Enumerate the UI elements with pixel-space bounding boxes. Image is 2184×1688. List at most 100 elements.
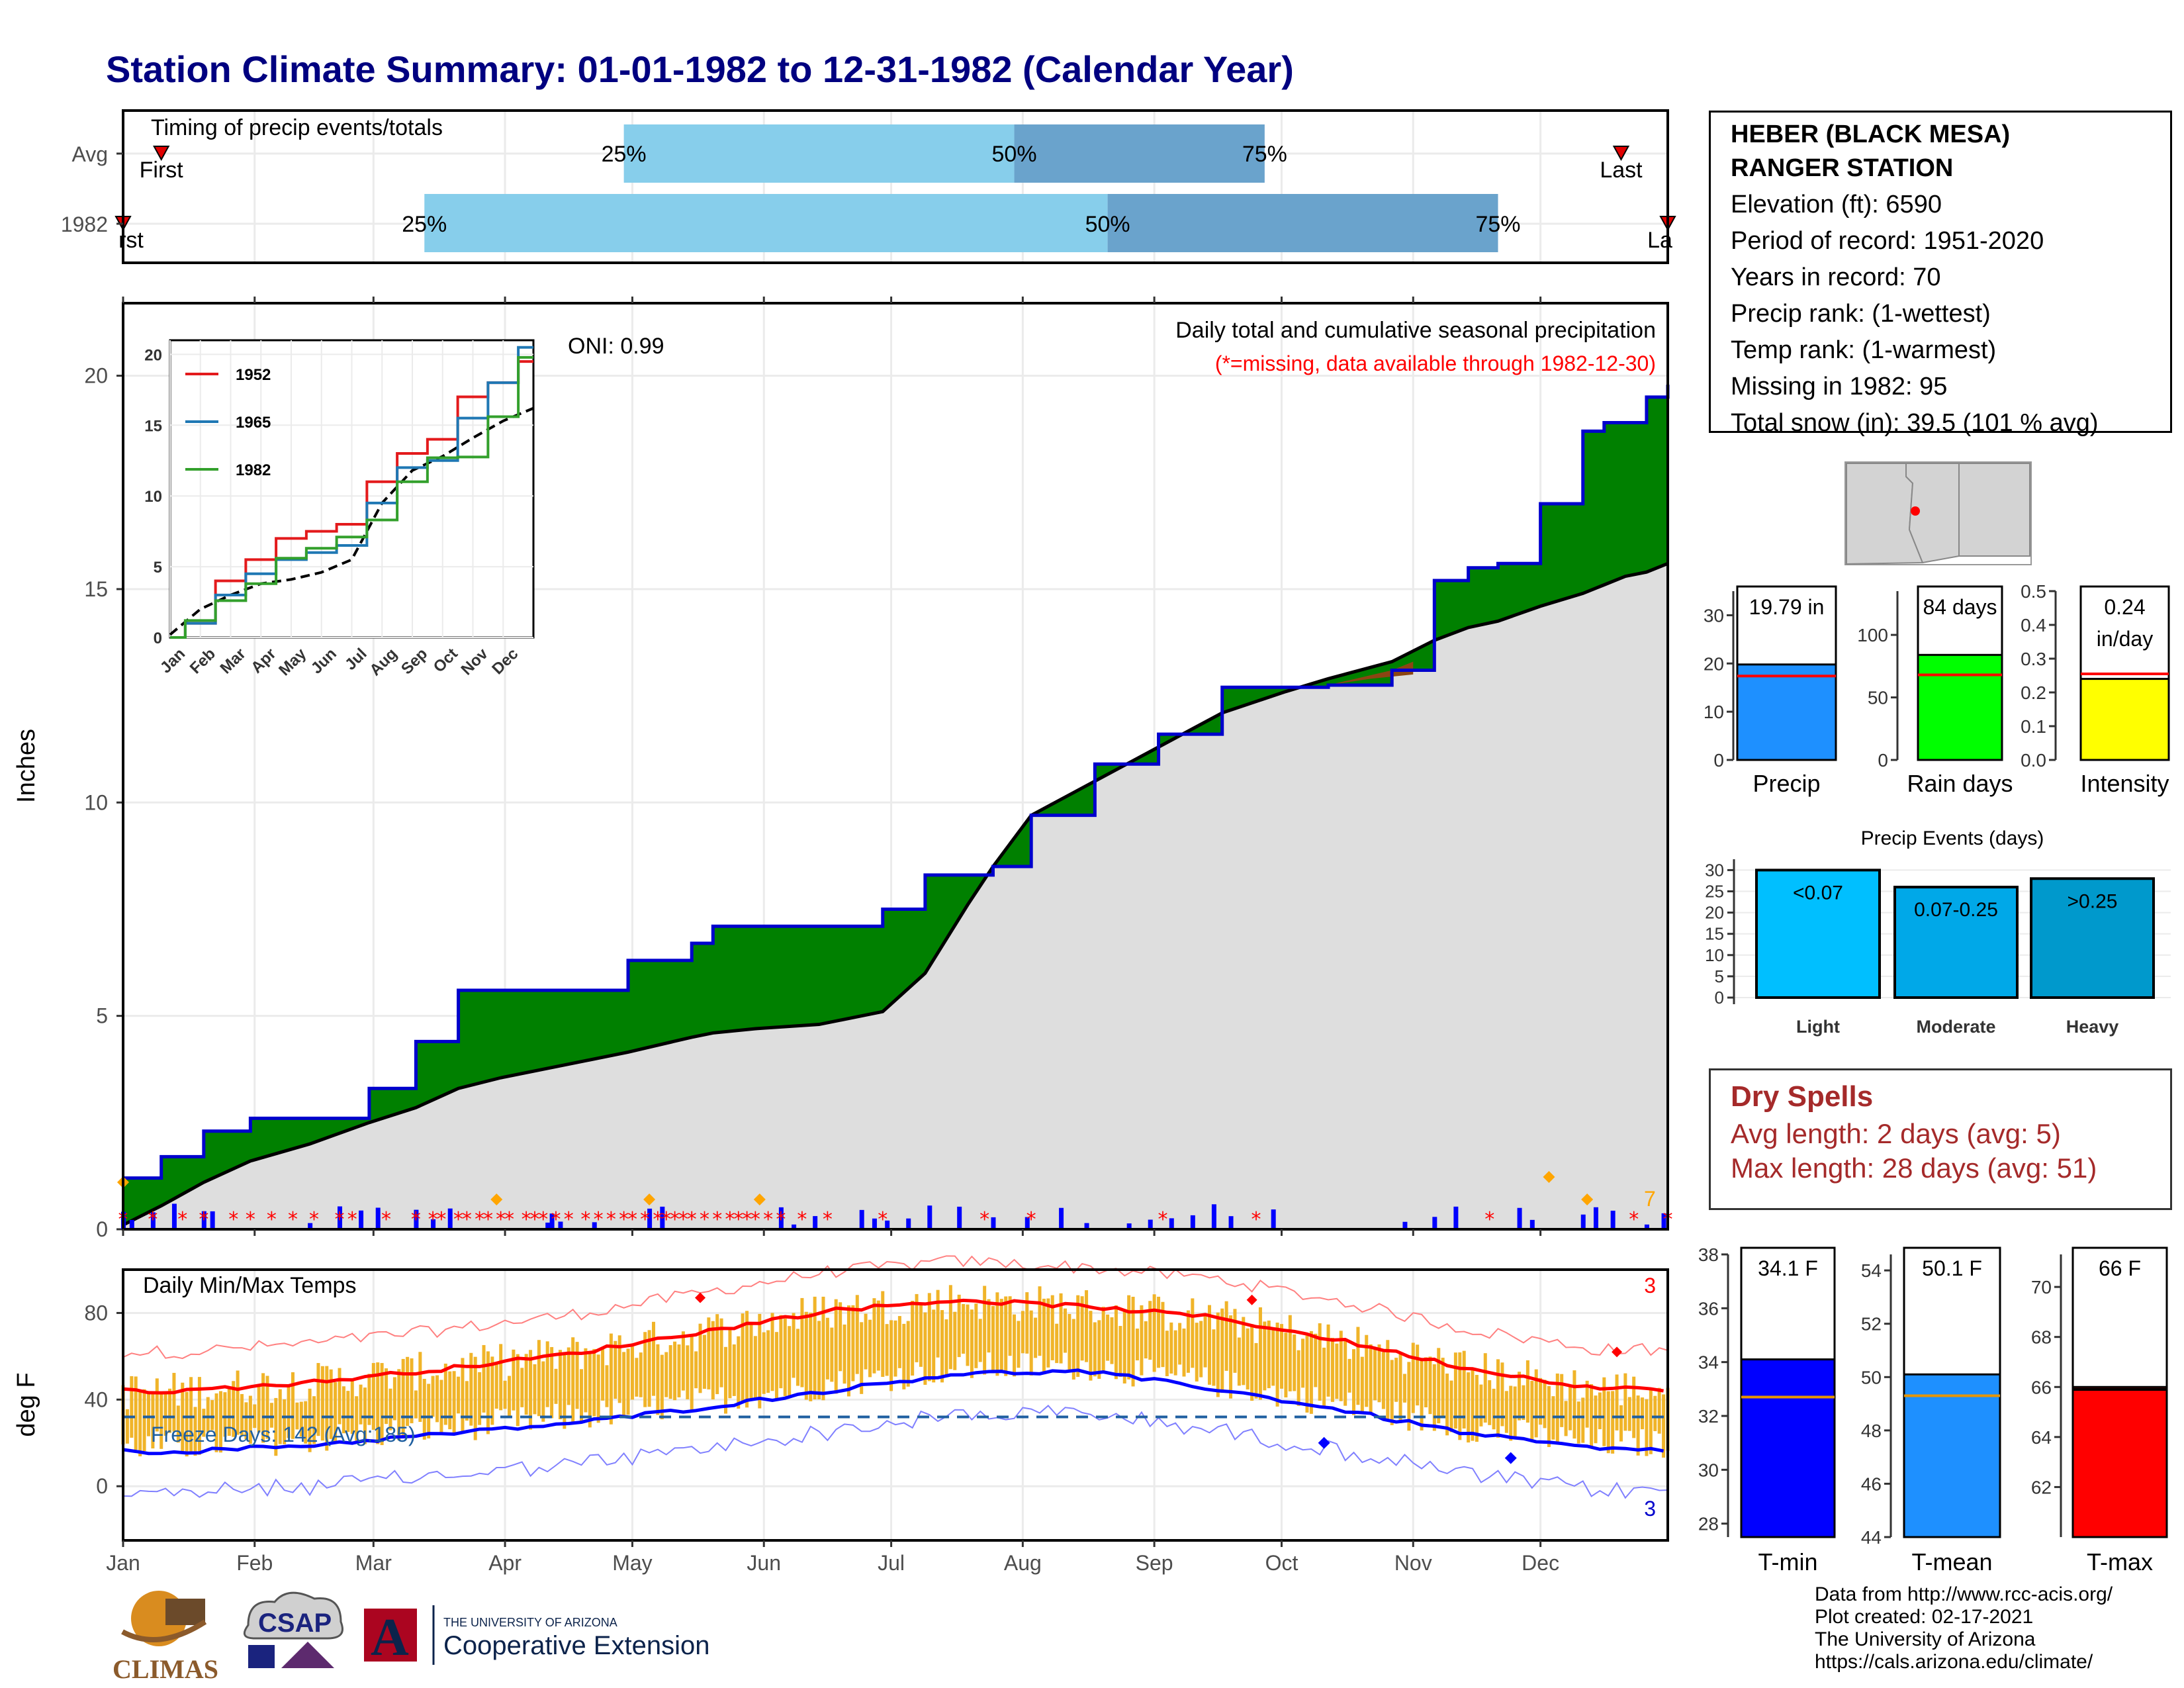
daily-temp-bar [1271, 1329, 1275, 1386]
daily-temp-bar [957, 1294, 961, 1358]
daily-temp-bar [851, 1305, 855, 1382]
daily-precip-bar [414, 1209, 419, 1229]
daily-temp-bar [1585, 1380, 1589, 1428]
missing-day-marker: * [627, 1208, 637, 1231]
daily-precip-bar [885, 1220, 890, 1229]
daily-precip-bar [1211, 1204, 1216, 1229]
events-tick-label: 15 [1705, 924, 1724, 944]
daily-temp-bar [469, 1352, 473, 1426]
missing-day-marker: * [580, 1208, 590, 1231]
events-tick-label: 5 [1715, 966, 1724, 986]
daily-temp-bar [287, 1385, 291, 1438]
tmean-bar [1903, 1373, 2001, 1538]
tmin-x-label: T-min [1758, 1548, 1818, 1575]
missing-day-marker: * [309, 1208, 319, 1231]
daily-temp-bar [1122, 1309, 1126, 1383]
daily-temp-bar [868, 1319, 872, 1378]
month-label: Jun [747, 1551, 781, 1575]
avg-cumulative-area [123, 563, 1668, 1229]
tmean-tick-label: 54 [1861, 1260, 1882, 1281]
daily-temp-bar [1063, 1308, 1067, 1353]
tmean-tick-label: 52 [1861, 1314, 1882, 1335]
missing-day-marker: * [1158, 1208, 1167, 1231]
daily-temp-bar [622, 1352, 626, 1416]
daily-temp-bar [656, 1344, 660, 1415]
missing-day-marker: * [712, 1208, 722, 1231]
daily-temp-bar [601, 1347, 605, 1401]
daily-temp-bar [978, 1319, 982, 1362]
daily-temp-bar [962, 1303, 966, 1354]
missing-day-marker: * [529, 1208, 539, 1231]
timing-1982-75-label: 75% [1475, 212, 1520, 237]
state-map [1844, 461, 2032, 565]
daily-temp-bar [367, 1374, 371, 1425]
daily-temp-bar [1428, 1356, 1432, 1415]
daily-temp-bar [278, 1389, 282, 1444]
missing-day-marker: * [475, 1208, 484, 1231]
missing-day-marker: * [335, 1208, 345, 1231]
daily-temp-bar [1645, 1399, 1649, 1456]
daily-temp-bar [503, 1380, 507, 1409]
station-period: Period of record: 1951-2020 [1731, 227, 2044, 255]
daily-temp-bar [550, 1346, 554, 1419]
daily-temp-bar [1326, 1324, 1330, 1397]
inset-y-tick-label: 20 [144, 346, 162, 364]
daily-temp-bar [1161, 1301, 1165, 1368]
missing-day-marker: * [522, 1208, 531, 1231]
heavy-event-marker [490, 1194, 503, 1205]
precip-frame [122, 302, 1669, 1231]
footer-source: Data from http://www.rcc-acis.org/ [1815, 1583, 2113, 1605]
missing-day-marker: * [199, 1208, 208, 1231]
daily-precip-bar [1610, 1210, 1615, 1229]
daily-temp-bar [834, 1299, 838, 1394]
daily-temp-bar [1360, 1356, 1364, 1412]
daily-temp-bar [304, 1401, 308, 1444]
daily-temp-bar [1343, 1339, 1347, 1406]
daily-temp-bar [927, 1293, 931, 1382]
intensity-tick-label: 0.2 [2021, 682, 2046, 703]
missing-day-marker: * [619, 1208, 629, 1231]
tmax-tick-label: 66 [2031, 1377, 2052, 1397]
daily-temp-bar [893, 1320, 897, 1377]
timing-avg-75-label: 75% [1242, 142, 1287, 167]
events-category-label: Heavy [2066, 1017, 2119, 1037]
daily-temp-bar [1416, 1344, 1420, 1406]
daily-temp-bar [295, 1402, 299, 1430]
daily-precip-bar [1432, 1217, 1437, 1229]
daily-temp-bar [265, 1376, 269, 1439]
missing-day-marker: * [483, 1208, 493, 1231]
daily-temp-bar [1543, 1380, 1547, 1429]
precip-y-tick-label: 5 [96, 1004, 108, 1028]
daily-temp-bar [197, 1377, 201, 1455]
daily-temp-bar [422, 1378, 426, 1440]
inset-y-tick-label: 15 [144, 417, 162, 435]
daily-temp-bar [846, 1305, 850, 1397]
daily-temp-bar [792, 1313, 796, 1378]
daily-precip-bar [1529, 1219, 1535, 1229]
daily-temp-bar [473, 1356, 477, 1440]
daily-temp-bar [911, 1301, 915, 1376]
daily-precip-bar [338, 1206, 343, 1229]
missing-day-marker: * [1026, 1208, 1036, 1231]
daily-temp-bar [1233, 1309, 1237, 1373]
daily-temp-bar [168, 1388, 172, 1433]
inset-legend-label: 1965 [236, 414, 271, 432]
daily-temp-bar [355, 1396, 359, 1441]
daily-temp-bar [813, 1296, 817, 1400]
freeze-days-label: Freeze Days: 142 (Avg:185) [151, 1423, 416, 1446]
daily-temp-bar [181, 1382, 185, 1452]
daily-temp-bar [1021, 1311, 1024, 1354]
daily-temp-bar [809, 1313, 813, 1401]
daily-temp-bar [953, 1311, 957, 1370]
tmin-tick-label: 32 [1698, 1406, 1719, 1427]
daily-precip-bar [150, 1212, 156, 1229]
precip-y-tick-label: 15 [84, 577, 108, 601]
missing-day-marker: * [763, 1208, 773, 1231]
daily-temp-bar [732, 1344, 736, 1396]
daily-temp-bar [261, 1373, 265, 1443]
station-elevation: Elevation (ft): 6590 [1731, 191, 1942, 218]
daily-temp-bar [499, 1344, 503, 1411]
intensity-x-label: Intensity [2080, 770, 2169, 797]
timing-1982-q1-bar [424, 194, 1108, 252]
daily-temp-bar [146, 1391, 150, 1436]
